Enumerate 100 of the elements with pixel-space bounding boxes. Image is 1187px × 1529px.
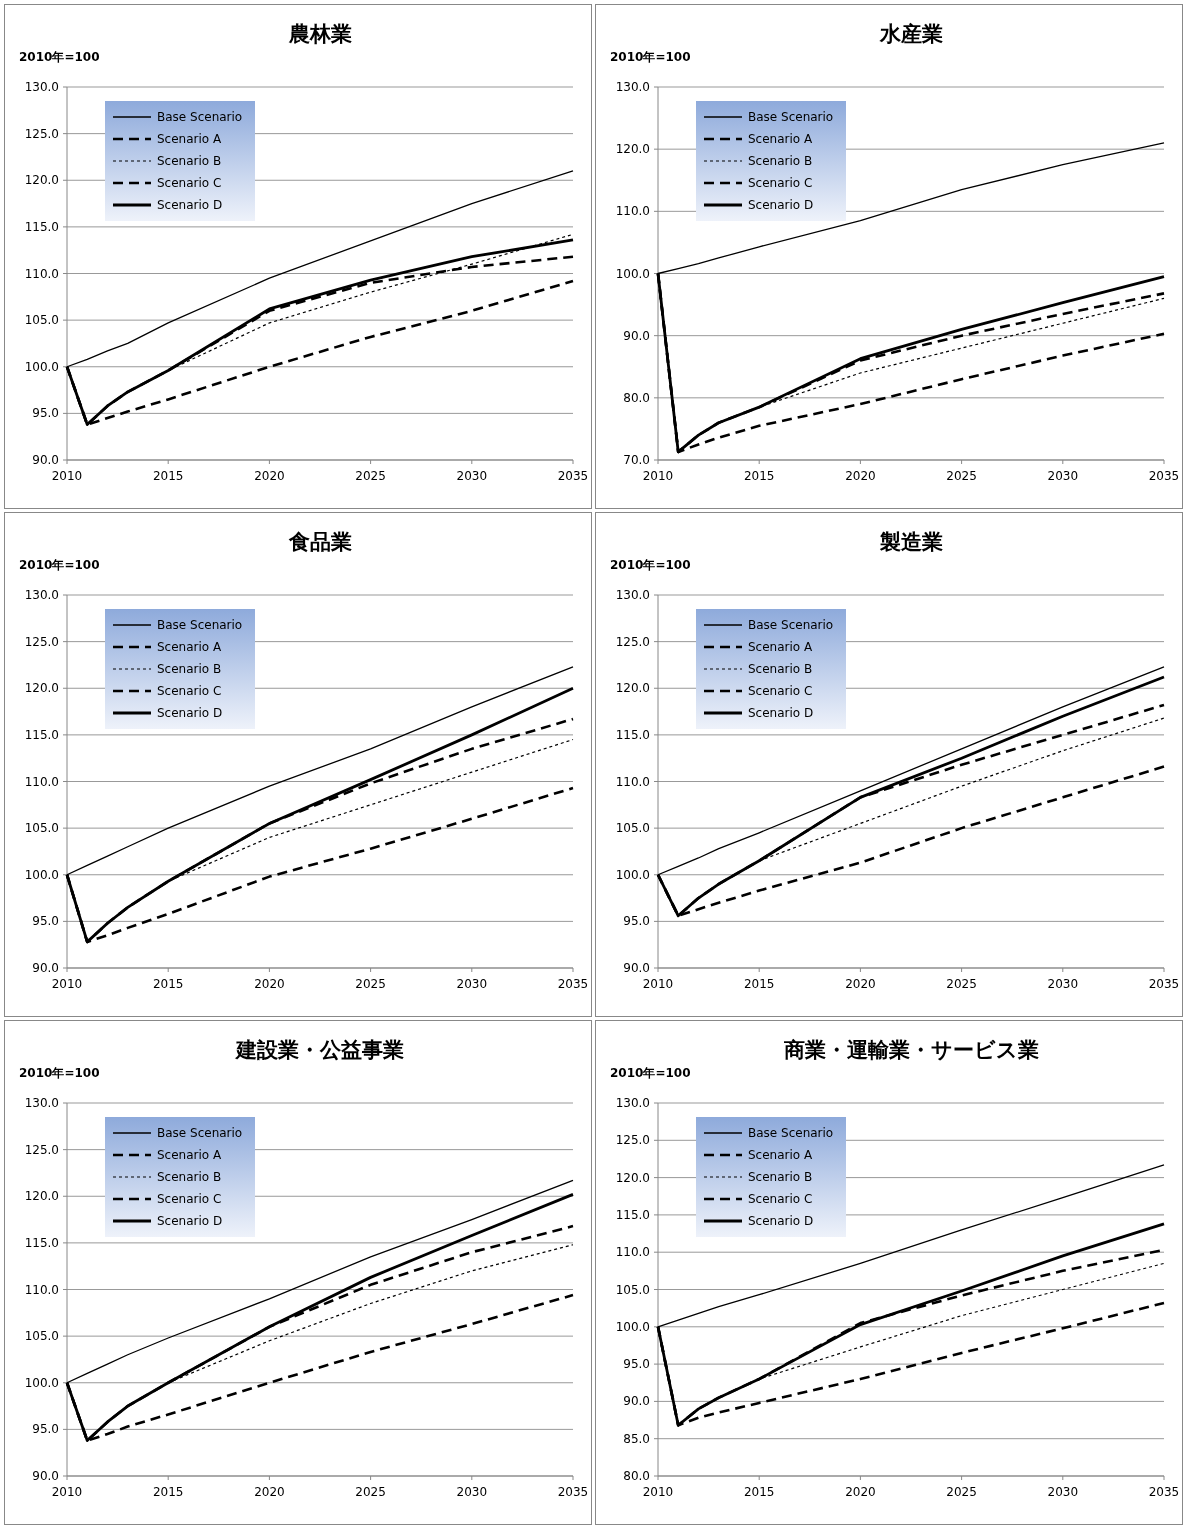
y-tick-label: 70.0 xyxy=(623,453,650,467)
x-tick-label: 2030 xyxy=(1047,977,1079,991)
legend-label: Scenario C xyxy=(157,1192,222,1206)
y-tick-label: 90.0 xyxy=(623,1394,650,1409)
x-tick-label: 2010 xyxy=(51,1485,83,1499)
x-tick-label: 2025 xyxy=(355,977,386,991)
legend-label: Base Scenario xyxy=(157,110,243,124)
x-tick-label: 2030 xyxy=(456,1485,488,1499)
x-tick-label: 2035 xyxy=(1148,1485,1180,1499)
x-tick-label: 2015 xyxy=(152,469,184,483)
x-tick-label: 2010 xyxy=(51,977,83,991)
y-tick-label: 120.0 xyxy=(615,142,650,157)
legend-label: Base Scenario xyxy=(748,618,834,632)
x-tick-label: 2020 xyxy=(254,977,285,991)
y-tick-label: 125.0 xyxy=(24,126,59,141)
x-tick-label: 2025 xyxy=(355,1485,386,1499)
chart-title: 商業・運輸業・サービス業 xyxy=(782,1038,1039,1061)
x-tick-label: 2025 xyxy=(946,1485,977,1499)
legend-label: Base Scenario xyxy=(748,1126,834,1140)
x-tick-label: 2030 xyxy=(1047,469,1079,483)
x-tick-label: 2020 xyxy=(254,469,285,483)
y-tick-label: 100.0 xyxy=(615,1319,650,1334)
y-tick-label: 105.0 xyxy=(24,1329,59,1344)
legend-label: Scenario A xyxy=(157,640,222,654)
x-tick-label: 2035 xyxy=(1148,469,1180,483)
x-tick-label: 2035 xyxy=(557,1485,589,1499)
y-tick-label: 80.0 xyxy=(623,1469,650,1483)
legend-label: Scenario B xyxy=(748,1170,813,1184)
y-axis-title: 2010年=100 xyxy=(610,50,691,64)
x-tick-label: 2020 xyxy=(845,1485,876,1499)
x-tick-label: 2015 xyxy=(743,469,775,483)
chart-title: 水産業 xyxy=(878,22,943,45)
y-tick-label: 130.0 xyxy=(24,1096,59,1110)
x-tick-label: 2025 xyxy=(946,977,977,991)
y-tick-label: 80.0 xyxy=(623,390,650,405)
y-tick-label: 110.0 xyxy=(24,774,59,789)
legend-label: Scenario C xyxy=(748,1192,813,1206)
legend-label: Scenario B xyxy=(157,154,222,168)
y-tick-label: 90.0 xyxy=(32,1469,59,1483)
y-tick-label: 95.0 xyxy=(623,914,650,929)
y-tick-label: 90.0 xyxy=(32,961,59,975)
y-axis-title: 2010年=100 xyxy=(19,50,100,64)
y-tick-label: 110.0 xyxy=(24,266,59,281)
legend-label: Base Scenario xyxy=(748,110,834,124)
legend-label: Scenario C xyxy=(157,176,222,190)
y-axis-title: 2010年=100 xyxy=(19,558,100,572)
x-tick-label: 2020 xyxy=(845,469,876,483)
y-tick-label: 120.0 xyxy=(24,681,59,696)
y-tick-label: 95.0 xyxy=(32,914,59,929)
legend-label: Scenario A xyxy=(748,1148,813,1162)
y-tick-label: 90.0 xyxy=(623,328,650,343)
legend-label: Scenario C xyxy=(748,684,813,698)
y-tick-label: 125.0 xyxy=(615,1133,650,1148)
legend-label: Scenario D xyxy=(157,198,223,212)
x-tick-label: 2020 xyxy=(254,1485,285,1499)
y-tick-label: 130.0 xyxy=(24,588,59,602)
y-tick-label: 100.0 xyxy=(24,867,59,882)
y-tick-label: 105.0 xyxy=(24,821,59,836)
x-tick-label: 2010 xyxy=(51,469,83,483)
y-tick-label: 120.0 xyxy=(615,681,650,696)
y-tick-label: 125.0 xyxy=(615,634,650,649)
x-tick-label: 2025 xyxy=(946,469,977,483)
x-tick-label: 2030 xyxy=(1047,1485,1079,1499)
y-tick-label: 115.0 xyxy=(615,727,650,742)
y-tick-label: 125.0 xyxy=(24,1142,59,1157)
legend-label: Scenario C xyxy=(748,176,813,190)
x-tick-label: 2015 xyxy=(743,977,775,991)
y-tick-label: 110.0 xyxy=(24,1282,59,1297)
y-tick-label: 130.0 xyxy=(615,80,650,94)
y-tick-label: 100.0 xyxy=(615,867,650,882)
legend-label: Scenario A xyxy=(157,132,222,146)
x-tick-label: 2015 xyxy=(743,1485,775,1499)
y-tick-label: 100.0 xyxy=(24,1375,59,1390)
y-tick-label: 120.0 xyxy=(24,173,59,188)
y-tick-label: 95.0 xyxy=(623,1357,650,1372)
legend-label: Scenario D xyxy=(748,706,814,720)
legend-label: Base Scenario xyxy=(157,1126,243,1140)
x-tick-label: 2030 xyxy=(456,977,488,991)
chart-title: 建設業・公益事業 xyxy=(234,1038,404,1061)
y-tick-label: 120.0 xyxy=(615,1170,650,1185)
legend-label: Scenario B xyxy=(157,662,222,676)
legend-label: Scenario D xyxy=(748,1214,814,1228)
y-tick-label: 105.0 xyxy=(615,821,650,836)
x-tick-label: 2035 xyxy=(557,977,589,991)
y-tick-label: 130.0 xyxy=(615,588,650,602)
legend-label: Scenario B xyxy=(157,1170,222,1184)
chart-title: 製造業 xyxy=(878,530,943,553)
x-tick-label: 2020 xyxy=(845,977,876,991)
legend-label: Scenario B xyxy=(748,662,813,676)
legend-label: Scenario A xyxy=(157,1148,222,1162)
y-tick-label: 110.0 xyxy=(615,204,650,219)
legend-label: Scenario D xyxy=(157,706,223,720)
y-tick-label: 90.0 xyxy=(623,961,650,975)
y-tick-label: 130.0 xyxy=(615,1096,650,1110)
y-tick-label: 100.0 xyxy=(615,266,650,281)
y-tick-label: 115.0 xyxy=(24,219,59,234)
x-tick-label: 2010 xyxy=(642,977,674,991)
y-axis-title: 2010年=100 xyxy=(610,558,691,572)
y-tick-label: 105.0 xyxy=(24,313,59,328)
y-tick-label: 115.0 xyxy=(615,1207,650,1222)
